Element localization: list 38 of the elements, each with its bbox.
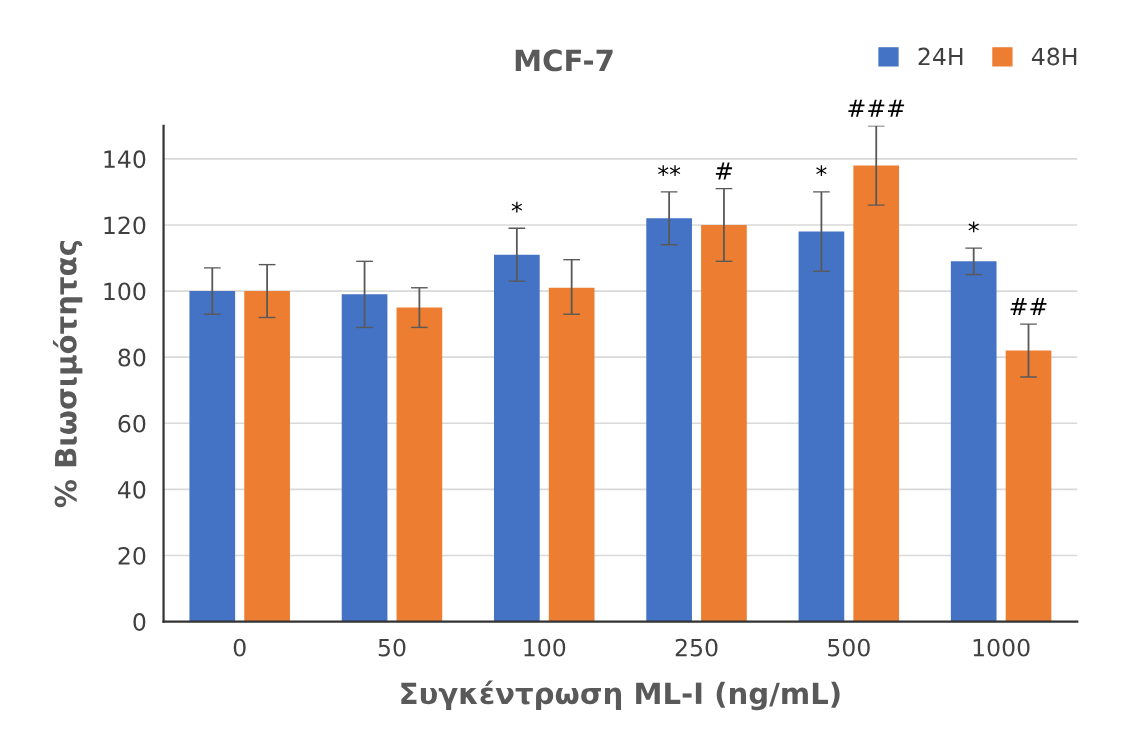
bar [548, 287, 595, 622]
y-tick-label: 140 [104, 150, 146, 169]
y-tick-label: 100 [104, 282, 146, 301]
bar [798, 231, 845, 622]
x-tick-label: 50 [378, 638, 406, 657]
data-label: * [816, 165, 827, 177]
bar [1005, 350, 1052, 622]
x-tick-label: 1000 [973, 638, 1030, 657]
y-tick-label: 0 [133, 613, 146, 631]
bar [341, 294, 388, 622]
legend-label: 48H [1031, 47, 1077, 66]
data-label: ** [658, 165, 681, 177]
bar [701, 224, 747, 622]
x-axis-title: Συγκέντρωση ML-I (ng/mL) [401, 680, 840, 711]
y-tick-label: 40 [118, 480, 146, 499]
chart-title: MCF-7 [515, 49, 613, 72]
data-label: ## [1010, 298, 1047, 316]
bar [189, 291, 236, 622]
y-tick-label: 120 [104, 216, 146, 235]
y-tick-label: 60 [118, 414, 146, 433]
x-tick-label: 0 [233, 638, 246, 657]
bar [244, 291, 290, 622]
x-tick-label: 500 [828, 638, 870, 657]
y-axis-title: % Βιωσιμότητας [52, 241, 83, 508]
legend-label: 24H [918, 47, 963, 66]
bar [646, 218, 692, 622]
y-tick-label: 20 [118, 546, 146, 565]
x-tick-label: 250 [675, 638, 718, 657]
data-label: * [968, 221, 979, 233]
data-label: # [715, 162, 733, 180]
data-label: * [511, 201, 523, 213]
x-tick-label: 100 [524, 638, 566, 657]
y-tick-label: 80 [118, 348, 146, 367]
bar [396, 307, 443, 622]
data-label: ### [848, 99, 905, 117]
bar [950, 261, 997, 622]
bar [494, 254, 540, 622]
bar [853, 165, 900, 622]
